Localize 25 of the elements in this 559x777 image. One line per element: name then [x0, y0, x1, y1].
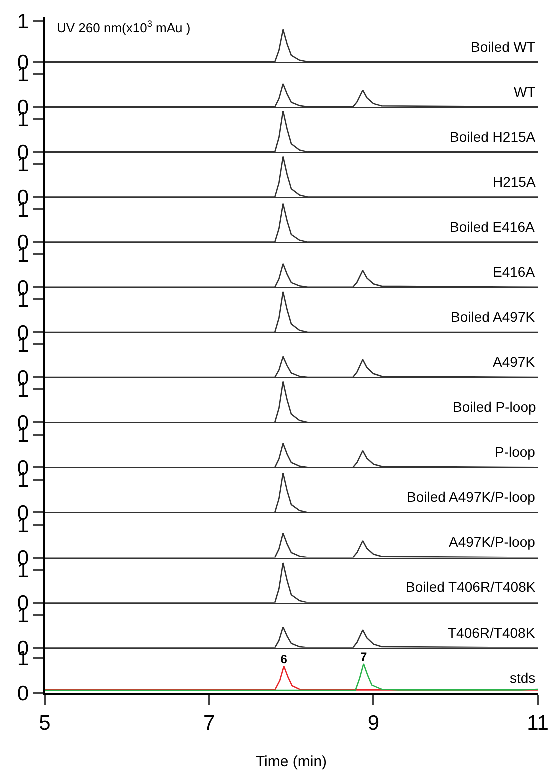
annotation: Boiled E416A [450, 219, 536, 235]
annotation: Boiled H215A [450, 129, 536, 145]
annotation: stds [510, 670, 536, 686]
annotation: P-loop [495, 444, 536, 460]
annotation: A497K/P-loop [449, 534, 536, 550]
annotation: WT [514, 84, 536, 100]
y-axis-title: UV 260 nm(x10$^{3}$ mAu ) [57, 19, 191, 36]
annotation: Boiled A497K [451, 309, 536, 325]
x-tick-label: 11 [527, 712, 549, 735]
annotation: Boiled A497K/P-loop [407, 489, 536, 505]
annotation: 6 [280, 652, 288, 666]
annotation: Boiled WT [471, 39, 536, 55]
x-axis-title: Time (min) [256, 753, 328, 770]
y-tick-label: 0 [17, 682, 30, 706]
x-tick-label: 5 [39, 712, 51, 735]
annotation: 7 [360, 650, 368, 664]
annotation: A497K [493, 354, 536, 370]
annotation: T406R/T408K [448, 625, 536, 641]
x-tick-label: 9 [368, 712, 380, 735]
annotation: Boiled P-loop [453, 399, 536, 415]
annotation: H215A [493, 174, 536, 190]
annotation: E416A [493, 264, 536, 280]
y-tick-label: 1 [17, 10, 30, 34]
x-tick-label: 7 [203, 712, 216, 735]
annotation: Boiled T406R/T408K [406, 579, 536, 595]
